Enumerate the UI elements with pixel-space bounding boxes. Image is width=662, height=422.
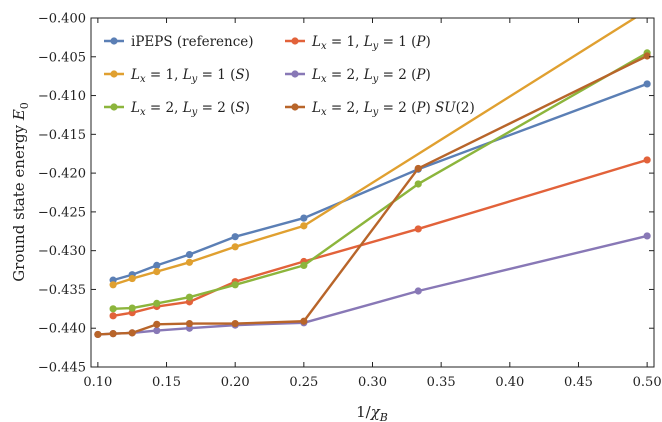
x-axis: 0.10 0.15 0.20 0.25 0.30 0.35 0.40 0.45 0.50	[83, 18, 662, 390]
y-tick-label: −0.435	[38, 283, 86, 298]
data-point	[185, 293, 194, 301]
legend: iPEPS (reference) Lx = 1, Ly = 1 (P) Lx = …	[104, 34, 475, 118]
legend-item: Lx = 2, Ly = 2 (S)	[104, 100, 250, 118]
data-point	[643, 80, 651, 88]
x-tick-label: 0.45	[564, 375, 593, 390]
x-tick-label: 0.20	[221, 375, 250, 390]
legend-marker	[291, 37, 299, 45]
x-tick-label: 0.15	[152, 375, 181, 390]
data-point	[153, 268, 161, 276]
legend-marker	[110, 70, 118, 78]
y-axis-label: Ground state energy E0	[10, 102, 31, 282]
data-point	[109, 281, 117, 289]
x-tick-label: 0.10	[83, 375, 112, 390]
y-tick-label: −0.425	[38, 205, 86, 220]
y-tick-label: −0.405	[38, 50, 86, 65]
x-axis-label: 1/χB	[356, 403, 388, 422]
series-layer	[94, 18, 651, 339]
series-line	[112, 158, 648, 317]
y-tick-label: −0.445	[38, 361, 86, 376]
y-tick-label: −0.440	[38, 322, 86, 337]
data-point	[231, 281, 239, 289]
data-point	[153, 261, 161, 270]
series-line	[112, 82, 648, 282]
data-point	[128, 329, 136, 337]
data-point	[300, 222, 308, 230]
series-line	[112, 18, 638, 286]
legend-item: Lx = 1, Ly = 1 (S)	[104, 67, 250, 85]
legend-label: Lx = 1, Ly = 1 (P)	[311, 34, 431, 52]
x-tick-label: 0.35	[427, 375, 456, 390]
data-point	[128, 274, 136, 283]
data-point	[185, 258, 194, 266]
data-point	[185, 250, 194, 259]
data-point	[231, 233, 239, 241]
y-tick-label: −0.400	[38, 12, 86, 27]
data-point	[643, 232, 651, 240]
x-tick-label: 0.50	[633, 375, 662, 390]
x-tick-label: 0.25	[289, 375, 318, 390]
x-tick-label: 0.40	[495, 375, 524, 390]
y-axis: −0.445 −0.440 −0.435 −0.430 −0.425 −0.420 −0.4…	[38, 12, 654, 376]
y-tick-label: −0.415	[38, 128, 86, 143]
data-point	[414, 164, 422, 173]
data-point	[231, 319, 239, 328]
data-point	[300, 261, 308, 270]
legend-label: iPEPS (reference)	[131, 34, 254, 50]
data-point	[231, 243, 239, 251]
legend-marker	[110, 37, 118, 45]
legend-marker	[291, 70, 299, 78]
series-4	[94, 232, 651, 339]
legend-label: Lx = 1, Ly = 1 (S)	[130, 67, 250, 85]
data-point	[153, 320, 161, 328]
legend-label: Lx = 2, Ly = 2 (P) SU(2)	[311, 100, 475, 118]
data-point	[643, 156, 651, 164]
series-line	[97, 54, 648, 336]
data-point	[414, 225, 422, 233]
series-6	[94, 52, 651, 339]
legend-item: Lx = 2, Ly = 2 (P) SU(2)	[285, 100, 475, 118]
data-point	[153, 326, 161, 335]
legend-marker	[110, 103, 118, 111]
data-point	[153, 299, 161, 308]
legend-item: Lx = 1, Ly = 1 (P)	[285, 34, 431, 52]
legend-label: Lx = 2, Ly = 2 (P)	[311, 67, 431, 85]
data-point	[414, 180, 422, 188]
data-point	[109, 305, 117, 313]
y-tick-label: −0.410	[38, 89, 86, 104]
data-point	[109, 312, 117, 320]
series-line	[113, 51, 648, 311]
series-3	[109, 18, 638, 289]
legend-item: Lx = 2, Ly = 2 (P)	[285, 67, 431, 85]
data-point	[300, 214, 308, 222]
y-tick-label: −0.430	[38, 244, 86, 259]
x-tick-label: 0.30	[358, 375, 387, 390]
data-point	[414, 287, 422, 295]
legend-label: Lx = 2, Ly = 2 (S)	[130, 100, 250, 118]
data-point	[109, 330, 117, 338]
data-point	[300, 317, 308, 325]
series-line	[97, 234, 648, 336]
data-point	[128, 304, 136, 312]
series-5	[109, 49, 651, 313]
data-point	[643, 52, 651, 60]
y-tick-label: −0.420	[38, 167, 86, 182]
legend-item: iPEPS (reference)	[104, 34, 254, 50]
data-point	[185, 319, 194, 328]
legend-marker	[291, 103, 299, 111]
data-point	[94, 330, 102, 339]
